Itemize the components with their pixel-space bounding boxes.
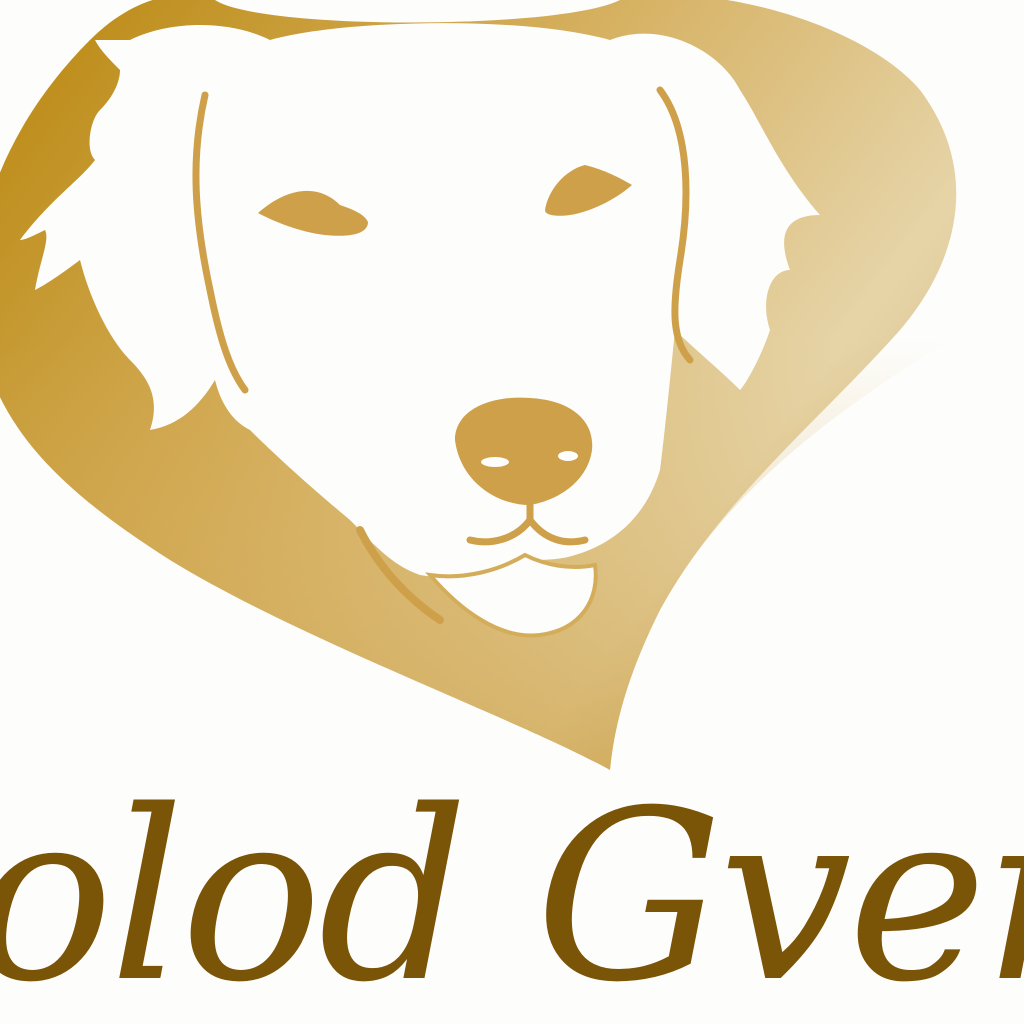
brand-wordmark: olod Gver <box>0 780 1024 1024</box>
dog-nose <box>455 397 593 505</box>
dog-tongue <box>425 552 598 638</box>
dog-right-ear-line <box>656 86 694 364</box>
dog-mouth-left <box>356 526 444 624</box>
dog-left-eye <box>258 190 368 236</box>
dog-left-ear-line <box>192 91 249 394</box>
dog-right-eye <box>545 165 632 216</box>
brand-wordmark-text: olod Gver <box>0 780 1024 1024</box>
dog-head-shape <box>20 23 820 578</box>
